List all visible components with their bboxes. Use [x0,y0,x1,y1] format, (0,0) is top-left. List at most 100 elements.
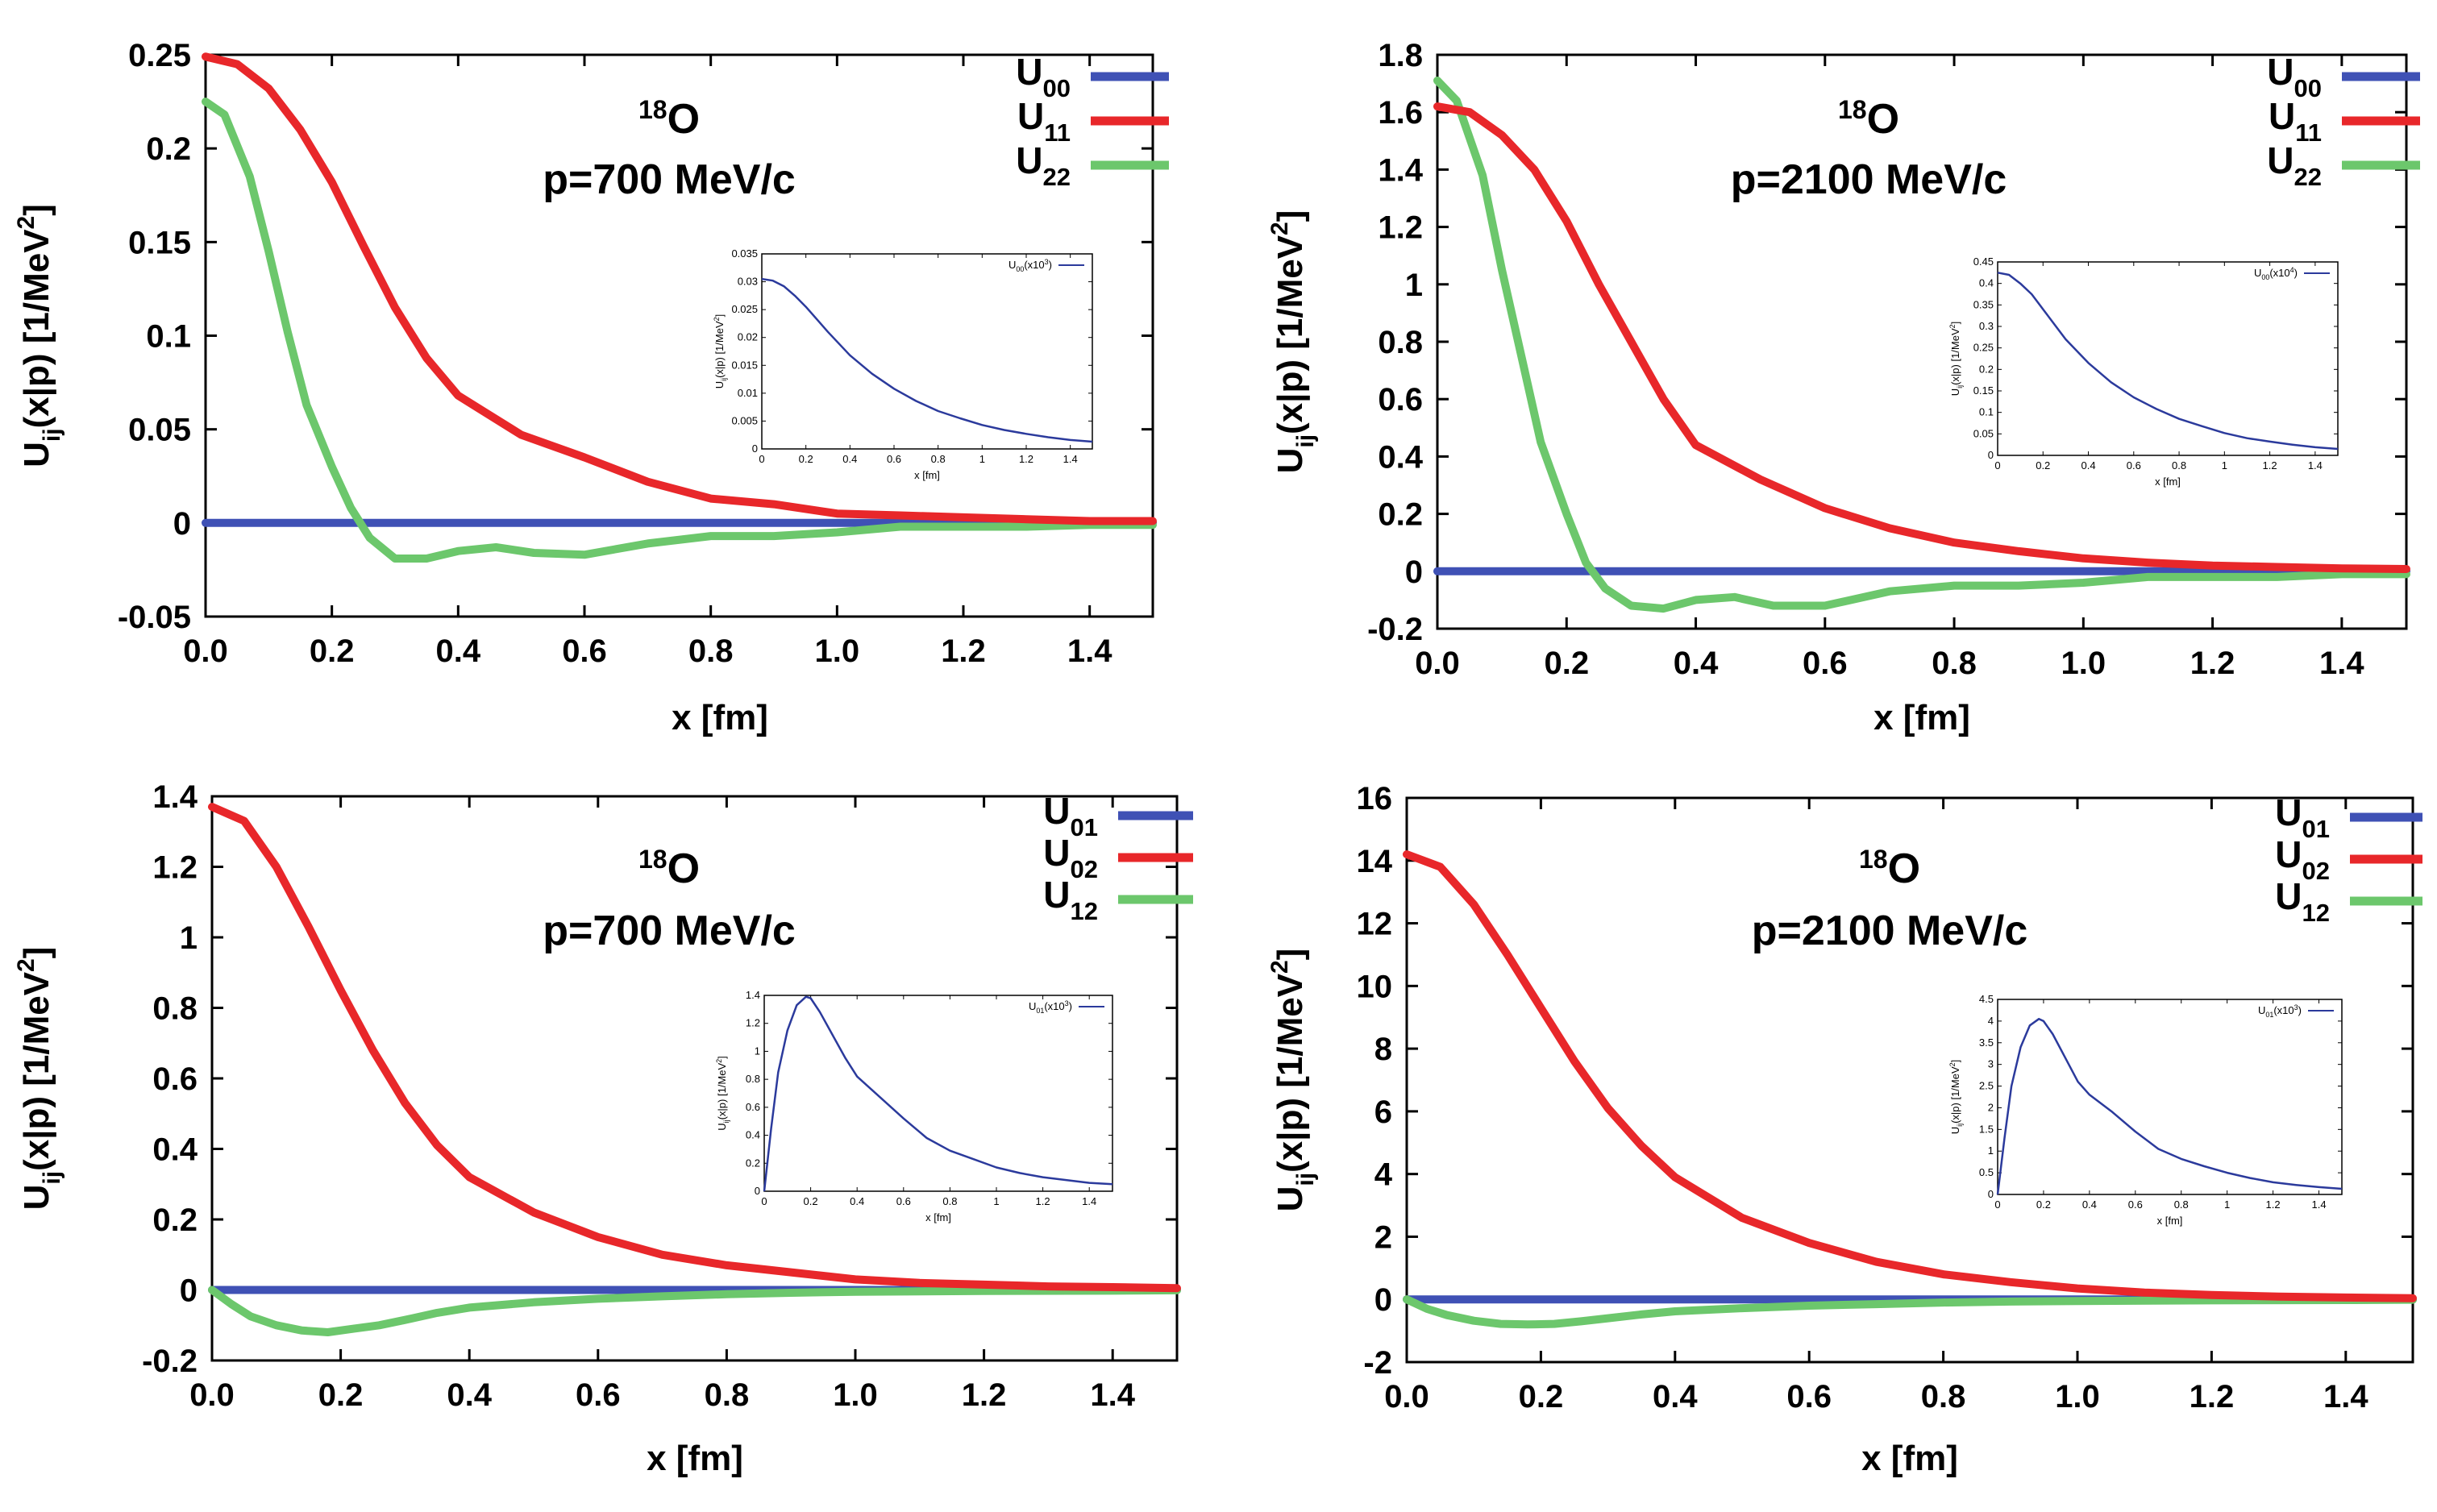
y-tick-label: 1.2 [152,850,198,886]
momentum-label: p=700 MeV/c [543,156,796,203]
y-tick-label: 6 [1374,1095,1392,1130]
x-tick-label: 0.8 [688,633,734,669]
x-tick-label: 1.4 [2323,1379,2368,1414]
inset-x-tick-label: 1 [993,1195,999,1207]
chart-panel-top-left: -0.05 0 0.05 0.1 0.15 0.2 0.25 0.0 0.2 0.4 0.6 0.8 1… [13,38,1169,737]
legend-label-U01: U01 [2275,791,2330,843]
inset-x-tick-label: 0 [761,1195,767,1207]
inset-y-tick-label: 0.45 [1973,255,1994,268]
inset-x-tick-label: 1.2 [2263,459,2277,471]
series-line-U11 [1433,102,2410,573]
inset-y-tick-label: 0.15 [1973,384,1994,397]
x-tick-label: 0.2 [318,1377,364,1413]
inset-x-tick-label: 1.2 [1019,453,1033,465]
inset-y-tick-label: 2.5 [1979,1080,1994,1092]
inset-x-axis-label: x [fm] [2155,476,2181,488]
nucleus-label: 18O [638,95,700,143]
y-axis-label: Uij(x|p) [1/MeV2] [13,204,65,467]
inset-x-tick-label: 0.8 [931,453,946,465]
y-tick-label: 0.2 [152,1203,198,1238]
x-tick-label: 1.2 [2190,646,2235,681]
x-tick-label: 1.2 [962,1377,1007,1413]
nucleus-label: 18O [638,845,700,892]
inset-x-tick-label: 0.6 [896,1195,911,1207]
y-tick-label: 0.6 [152,1061,198,1097]
x-tick-label: 0.6 [562,633,607,669]
x-tick-label: 1.0 [2061,646,2106,681]
inset-y-tick-label: 3.5 [1979,1036,1994,1049]
y-tick-label: 1 [1405,268,1423,303]
plot-frame [1405,796,2414,1364]
chart-panel-bottom-left: -0.2 0 0.2 0.4 0.6 0.8 1 1.2 1.4 0.0 0.2 0.4 0.6 0.8 1… [13,779,1193,1478]
y-tick-label: 1.2 [1378,210,1423,246]
x-tick-label: 1.4 [1090,1377,1135,1413]
inset-x-tick-label: 0 [1994,1198,2000,1211]
nucleus-label: 18O [1838,95,1899,143]
inset-chart: 0 0.005 0.01 0.015 0.02 0.025 0.03 0.035 0 0.2 0.4… [713,247,1093,481]
chart-panel-top-right: -0.200.20.40.60.811.21.41.61.80.0 0.2 0.4 0… [1266,38,2420,737]
inset-y-tick-label: 0.5 [1979,1166,1994,1178]
inset-series-line [1997,272,2339,451]
inset-y-tick-label: 1 [755,1045,760,1057]
x-tick-label: 0.8 [1932,646,1977,681]
legend-label-U02: U02 [2275,833,2330,885]
y-tick-label: 8 [1374,1032,1392,1067]
momentum-label: p=2100 MeV/c [1731,156,2007,203]
y-tick-label: 0.25 [128,38,191,73]
inset-y-tick-label: 0.035 [731,247,758,260]
x-tick-label: 0.2 [310,633,355,669]
inset-x-tick-label: 0.6 [2127,459,2141,471]
y-tick-label: 4 [1374,1157,1393,1193]
series-line-U22 [1433,77,2410,613]
inset-x-tick-label: 0.2 [2036,459,2050,471]
inset-y-tick-label: 0.8 [746,1073,760,1085]
y-tick-label: 0.6 [1378,382,1423,417]
series-line-U22 [202,98,1157,563]
inset-x-tick-label: 0.4 [2082,1198,2097,1211]
y-tick-label: -0.2 [142,1344,198,1379]
inset-x-tick-label: 1.2 [2266,1198,2281,1211]
momentum-label: p=2100 MeV/c [1752,908,2028,954]
x-axis-label: x [fm] [1873,698,1970,737]
inset-series-line [761,277,1093,443]
x-tick-label: 0.6 [1786,1379,1832,1414]
y-axis-label: Uij(x|p) [1/MeV2] [1266,949,1319,1212]
inset-x-axis-label: x [fm] [925,1211,951,1223]
legend-label-U01: U01 [1043,790,1098,841]
inset-y-tick-label: 1.2 [746,1017,760,1029]
y-tick-label: 0.15 [128,225,191,260]
inset-x-tick-label: 0 [1994,459,2000,471]
legend-label-U00: U00 [1016,51,1071,102]
y-tick-label: -0.05 [118,600,191,635]
inset-x-tick-label: 0.4 [2081,459,2095,471]
x-tick-label: 1.0 [815,633,860,669]
inset-y-tick-label: 0.1 [1979,406,1994,418]
inset-y-tick-label: 0.2 [746,1157,760,1169]
inset-x-axis-label: x [fm] [2157,1215,2183,1227]
x-tick-label: 0.0 [1415,646,1460,681]
nucleus-label: 18O [1859,845,1920,892]
y-axis-label: Uij(x|p) [1/MeV2] [13,947,65,1211]
x-tick-label: 0.4 [447,1377,492,1413]
x-tick-label: 0.4 [1653,1379,1698,1414]
inset-frame [761,253,1093,450]
y-tick-label: 0 [1405,555,1423,590]
x-tick-label: 0.2 [1544,646,1589,681]
inset-y-axis-label: Uij(x|p) [1/MeV2] [715,1056,730,1131]
inset-y-tick-label: 0.25 [1973,342,1994,354]
inset-y-tick-label: 1 [1988,1144,1994,1157]
inset-y-tick-label: 0.01 [738,387,758,399]
legend-label-U12: U12 [1043,874,1098,925]
y-tick-label: 0 [1374,1282,1392,1318]
inset-y-tick-label: 0.02 [738,331,758,343]
inset-x-tick-label: 1.2 [1036,1195,1050,1207]
x-tick-label: 0.0 [183,633,228,669]
inset-y-tick-label: 0.4 [746,1129,760,1141]
inset-legend-label: U00(x104) [2254,266,2298,281]
y-tick-label: 16 [1357,781,1393,816]
inset-y-tick-label: 0.3 [1979,320,1994,332]
y-tick-label: 1 [180,920,198,956]
y-tick-label: 2 [1374,1219,1392,1255]
x-tick-label: 0.4 [436,633,481,669]
